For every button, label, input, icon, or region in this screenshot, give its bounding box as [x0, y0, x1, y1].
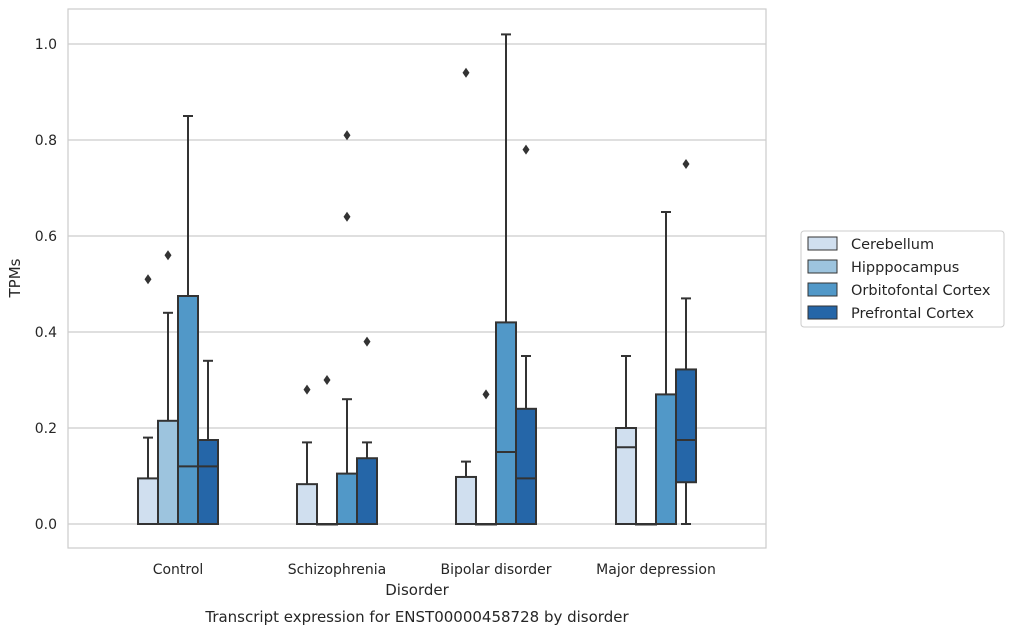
- box-plots: [137, 33, 697, 526]
- x-tick-label: Bipolar disorder: [440, 562, 551, 578]
- box-body: [157, 419, 179, 525]
- box-body: [296, 483, 318, 526]
- legend-label: Cerebellum: [851, 237, 934, 253]
- legend: Cerebellum Hipppocampus Orbitofontal Corte…: [800, 230, 1005, 328]
- box-body: [655, 393, 677, 525]
- box-0-3: [197, 359, 219, 525]
- outlier-point: [462, 67, 470, 78]
- box-body: [615, 427, 637, 525]
- y-tick-label: 1.0: [35, 37, 57, 53]
- box-body: [356, 457, 378, 525]
- x-tick-label: Major depression: [596, 562, 716, 578]
- legend-swatch: [807, 236, 838, 251]
- legend-swatch: [807, 259, 838, 274]
- y-tick-labels: 0.0 0.2 0.4 0.6 0.8 1.0: [35, 37, 57, 533]
- outlier-point: [164, 250, 172, 261]
- box-2-1: [475, 389, 497, 526]
- box-body: [495, 321, 517, 525]
- box-body: [515, 407, 537, 525]
- box-3-1: [635, 523, 657, 526]
- x-tick-label: Schizophrenia: [288, 562, 386, 578]
- outlier-point: [343, 130, 351, 141]
- box-2-0: [455, 67, 477, 525]
- box-body: [336, 472, 358, 526]
- x-axis-title: Disorder: [385, 581, 449, 599]
- y-tick-label: 0.0: [35, 517, 57, 533]
- legend-label: Hipppocampus: [851, 260, 959, 276]
- y-axis-title: TPMs: [6, 258, 24, 298]
- box-body: [197, 439, 219, 525]
- y-tick-label: 0.2: [35, 421, 57, 437]
- box-0-2: [177, 115, 199, 525]
- box-3-3: [675, 159, 697, 525]
- x-tick-label: Control: [153, 562, 204, 578]
- outlier-point: [522, 144, 530, 155]
- legend-frame: [800, 230, 1005, 328]
- chart-caption: Transcript expression for ENST0000045872…: [204, 608, 629, 626]
- plot-frame: [67, 8, 767, 549]
- box-body: [177, 295, 199, 525]
- outlier-point: [363, 336, 371, 347]
- box-body: [675, 368, 697, 484]
- legend-label: Prefrontal Cortex: [851, 306, 974, 322]
- box-2-2: [495, 33, 517, 525]
- legend-swatch: [807, 305, 838, 320]
- y-tick-label: 0.6: [35, 229, 57, 245]
- legend-swatch: [807, 282, 838, 297]
- box-0-0: [137, 274, 159, 525]
- outlier-point: [343, 211, 351, 222]
- box-body: [137, 477, 159, 525]
- x-tick-labels: Control Schizophrenia Bipolar disorder Majo…: [153, 562, 716, 578]
- y-tick-label: 0.4: [35, 325, 57, 341]
- box-2-3: [515, 144, 537, 525]
- box-body: [455, 475, 477, 525]
- legend-label: Orbitofontal Cortex: [851, 283, 991, 299]
- box-1-0: [296, 384, 318, 526]
- y-tick-label: 0.8: [35, 133, 57, 149]
- box-1-2: [336, 130, 358, 526]
- outlier-point: [303, 384, 311, 395]
- outlier-point: [144, 274, 152, 285]
- box-1-3: [356, 336, 378, 525]
- outlier-point: [323, 375, 331, 385]
- box-3-0: [615, 355, 637, 525]
- outlier-point: [682, 159, 690, 169]
- outlier-point: [482, 389, 490, 400]
